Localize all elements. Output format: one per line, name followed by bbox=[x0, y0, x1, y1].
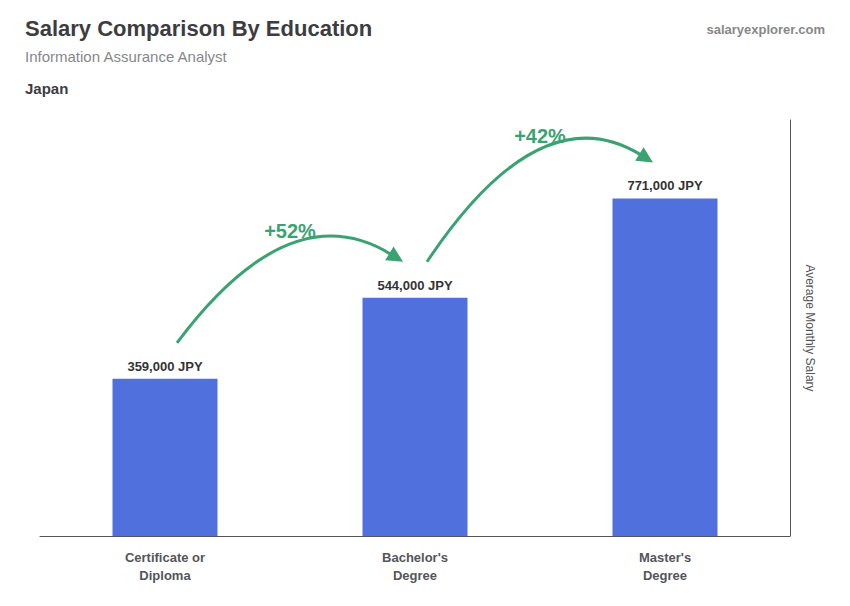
svg-text:salaryexplorer.com: salaryexplorer.com bbox=[706, 22, 825, 37]
svg-text:Degree: Degree bbox=[643, 568, 687, 583]
svg-text:Diploma: Diploma bbox=[139, 568, 191, 583]
svg-text:Information Assurance Analyst: Information Assurance Analyst bbox=[25, 48, 228, 65]
svg-text:Bachelor's: Bachelor's bbox=[382, 550, 448, 565]
svg-text:Certificate or: Certificate or bbox=[125, 550, 205, 565]
svg-text:+42%: +42% bbox=[514, 125, 566, 147]
svg-text:Master's: Master's bbox=[639, 550, 691, 565]
svg-text:771,000 JPY: 771,000 JPY bbox=[627, 178, 703, 193]
svg-text:359,000 JPY: 359,000 JPY bbox=[127, 359, 203, 374]
svg-text:Degree: Degree bbox=[393, 568, 437, 583]
svg-text:Japan: Japan bbox=[25, 80, 68, 97]
svg-text:Average Monthly Salary: Average Monthly Salary bbox=[803, 264, 817, 391]
svg-text:Salary Comparison By Education: Salary Comparison By Education bbox=[25, 16, 372, 41]
svg-text:544,000 JPY: 544,000 JPY bbox=[377, 278, 453, 293]
svg-text:+52%: +52% bbox=[264, 220, 316, 242]
